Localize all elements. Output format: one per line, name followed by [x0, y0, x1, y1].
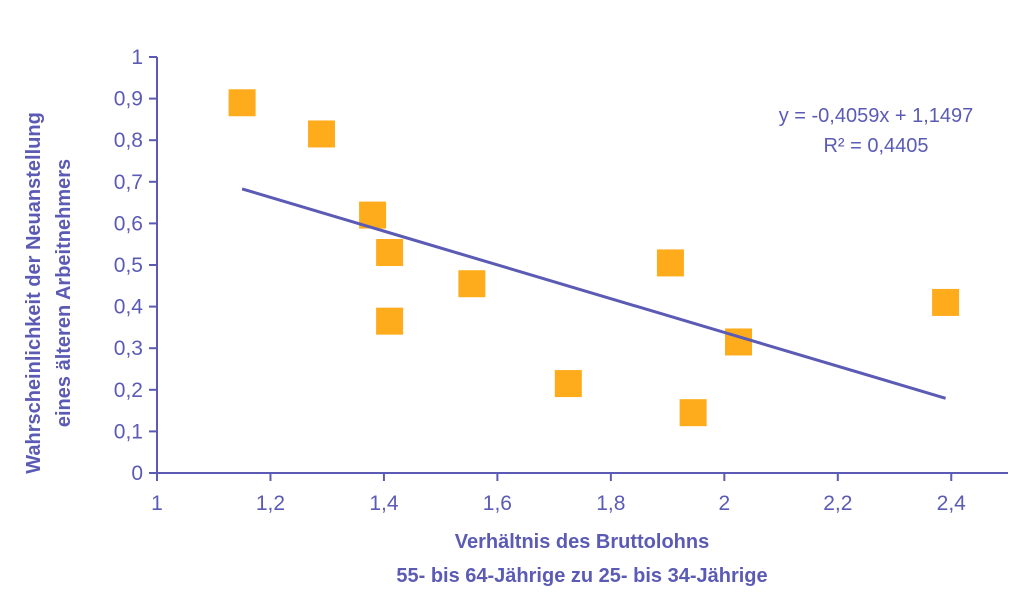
- data-points: [228, 89, 960, 427]
- x-tick-label: 1,8: [596, 492, 625, 515]
- y-axis-ticks: 0 0,1 0,2 0,3 0,4 0,5 0,6 0,7 0,8 0,9 1: [114, 46, 157, 485]
- y-tick-label: 1: [131, 46, 143, 69]
- x-tick-label: 2: [718, 492, 730, 515]
- y-tick-label: 0,4: [114, 296, 144, 319]
- data-point: [376, 307, 404, 335]
- y-axis-title-line-1: Wahrscheinlichkeit der Neuanstellung: [23, 112, 45, 474]
- y-tick-label: 0,3: [114, 337, 143, 360]
- data-point: [376, 239, 404, 267]
- data-point: [656, 249, 684, 277]
- trendline: [241, 187, 947, 400]
- x-tick-label: 2,4: [937, 492, 967, 515]
- x-tick-label: 2,2: [823, 492, 852, 515]
- x-tick-label: 1,2: [256, 492, 285, 515]
- x-axis-title-line-1: Verhältnis des Bruttolohns: [455, 531, 709, 553]
- data-point: [554, 370, 582, 398]
- x-tick-label: 1,4: [369, 492, 399, 515]
- x-tick-label: 1,6: [483, 492, 512, 515]
- x-tick-label: 1: [151, 492, 163, 515]
- y-tick-label: 0: [131, 462, 143, 485]
- x-axis-title-line-2: 55- bis 64-Jährige zu 25- bis 34-Jährige: [396, 565, 767, 587]
- data-point: [679, 399, 707, 427]
- y-tick-label: 0,7: [114, 171, 143, 194]
- data-point: [932, 288, 960, 316]
- x-axis-ticks: 1 1,2 1,4 1,6 1,8 2 2,2 2,4: [151, 473, 966, 515]
- y-tick-label: 0,2: [114, 379, 143, 402]
- trendline-equation: y = -0,4059x + 1,1497: [779, 105, 974, 127]
- y-axis-title-line-2: eines älteren Arbeitnehmers: [53, 159, 75, 427]
- data-point: [228, 89, 256, 117]
- y-tick-label: 0,9: [114, 88, 143, 111]
- y-tick-label: 0,8: [114, 129, 143, 152]
- y-tick-label: 0,1: [114, 420, 143, 443]
- y-tick-label: 0,5: [114, 254, 143, 277]
- y-tick-label: 0,6: [114, 212, 143, 235]
- data-point: [308, 120, 336, 148]
- data-point: [458, 270, 486, 298]
- r-squared-label: R² = 0,4405: [823, 135, 928, 157]
